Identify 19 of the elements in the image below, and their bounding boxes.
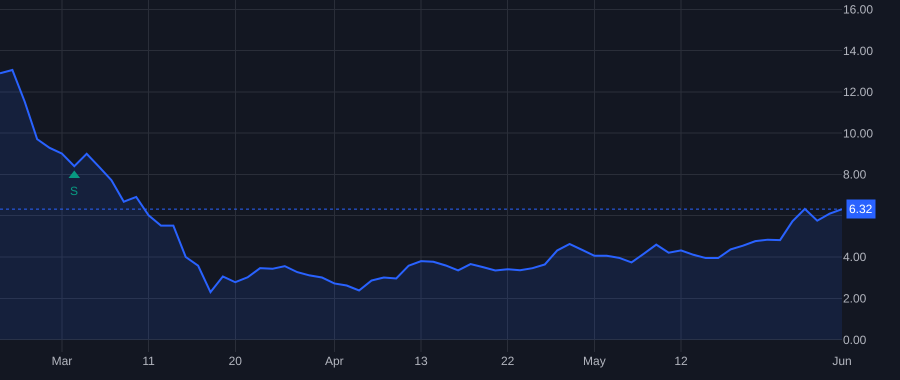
y-tick-label: 10.00 xyxy=(843,126,874,140)
ref-line-label: 6.32 xyxy=(849,202,873,216)
x-tick-label: May xyxy=(583,354,606,368)
y-tick-label: 2.00 xyxy=(843,292,867,306)
annotation: S xyxy=(70,184,78,198)
x-tick-label: 20 xyxy=(228,354,242,368)
x-tick-label: Jun xyxy=(832,354,852,368)
x-tick-label: Apr xyxy=(324,354,344,368)
x-tick-label: 12 xyxy=(674,354,688,368)
y-tick-label: 14.00 xyxy=(843,44,874,58)
x-tick-label: Mar xyxy=(52,354,72,368)
x-tick-label: 13 xyxy=(414,354,428,368)
x-tick-label: 11 xyxy=(142,354,156,368)
y-tick-label: 8.00 xyxy=(843,168,867,182)
y-tick-label: 0.00 xyxy=(843,332,867,347)
y-tick-label: 12.00 xyxy=(843,85,874,100)
y-tick-label: 4.00 xyxy=(843,250,867,264)
x-tick-label: 22 xyxy=(501,354,515,368)
y-tick-label: 16.00 xyxy=(843,2,874,16)
